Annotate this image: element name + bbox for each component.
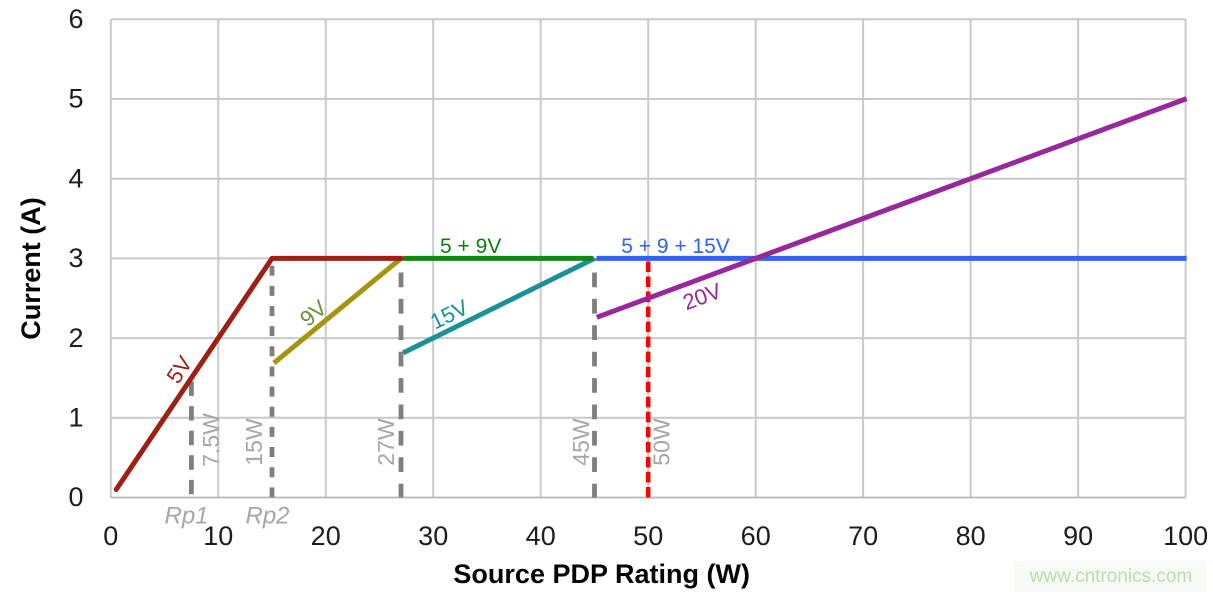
svg-text:Current (A): Current (A) xyxy=(16,197,46,340)
svg-text:Source PDP Rating (W): Source PDP Rating (W) xyxy=(453,559,750,589)
svg-text:90: 90 xyxy=(1063,521,1093,551)
svg-text:Rp2: Rp2 xyxy=(245,502,289,529)
svg-text:3: 3 xyxy=(68,243,83,273)
svg-text:15W: 15W xyxy=(241,418,267,466)
svg-text:1: 1 xyxy=(68,403,83,433)
svg-text:5 + 9 + 15V: 5 + 9 + 15V xyxy=(621,235,730,258)
svg-text:10: 10 xyxy=(203,521,233,551)
svg-text:27W: 27W xyxy=(373,418,399,466)
svg-text:80: 80 xyxy=(956,521,986,551)
svg-text:0: 0 xyxy=(68,482,83,512)
svg-text:100: 100 xyxy=(1163,521,1208,551)
svg-text:45W: 45W xyxy=(568,418,594,466)
svg-text:2: 2 xyxy=(68,323,83,353)
svg-text:5: 5 xyxy=(68,84,83,114)
svg-text:50W: 50W xyxy=(649,418,675,466)
svg-text:Rp1: Rp1 xyxy=(164,502,208,529)
svg-text:70: 70 xyxy=(848,521,878,551)
svg-text:4: 4 xyxy=(68,163,83,193)
svg-text:5 + 9V: 5 + 9V xyxy=(440,235,501,258)
svg-text:7.5W: 7.5W xyxy=(198,413,224,467)
svg-text:50: 50 xyxy=(633,521,663,551)
svg-text:www.cntronics.com: www.cntronics.com xyxy=(1029,566,1193,587)
svg-text:6: 6 xyxy=(68,4,83,34)
svg-text:60: 60 xyxy=(741,521,771,551)
svg-text:40: 40 xyxy=(526,521,556,551)
svg-text:30: 30 xyxy=(418,521,448,551)
svg-text:20: 20 xyxy=(311,521,341,551)
svg-text:0: 0 xyxy=(103,521,118,551)
